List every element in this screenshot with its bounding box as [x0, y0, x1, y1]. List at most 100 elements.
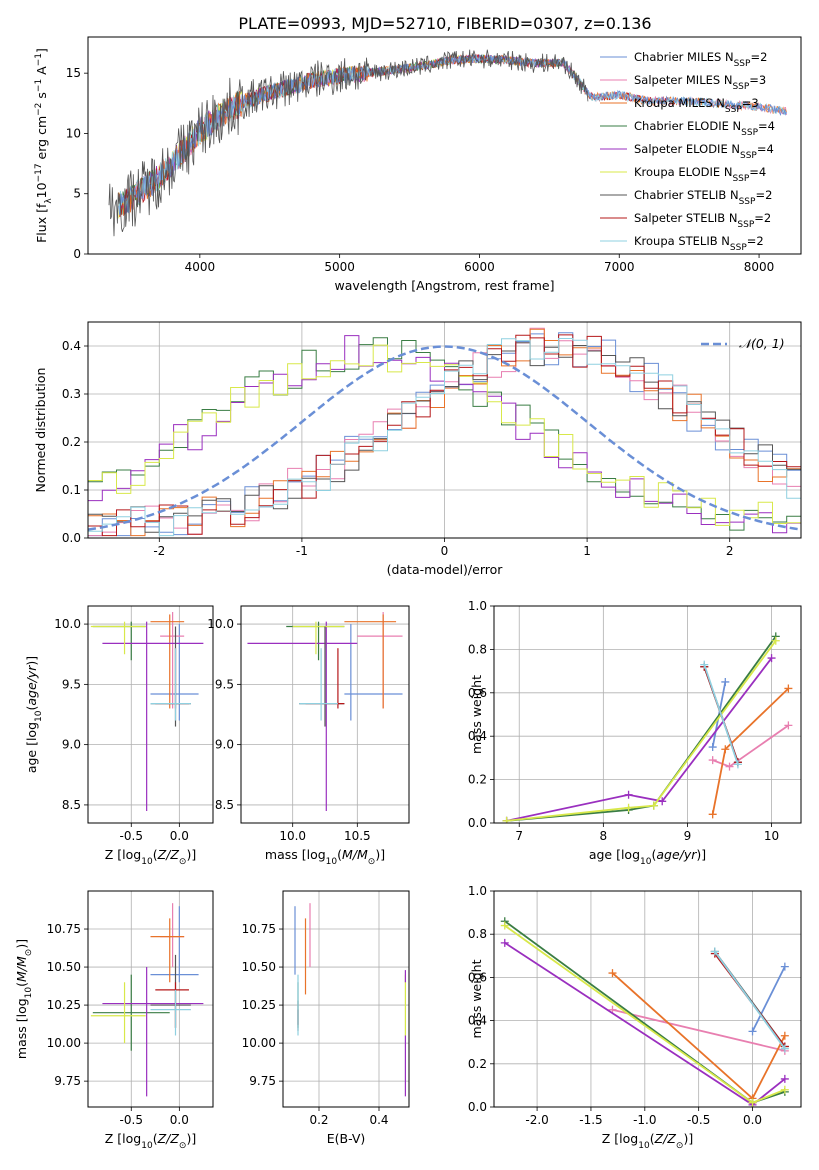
- x-tick-label: -0.5: [687, 1113, 710, 1127]
- x-tick-label: 9: [684, 829, 692, 843]
- x-tick-label: 2: [726, 544, 734, 558]
- y-tick-label: 0.8: [468, 642, 487, 656]
- panel-weight_vs_Z: -2.0 -1.5 -1.0 -0.5 0.0 0.0 0.2 0.4 0.6 0.8 1.0 Z […: [468, 884, 802, 1151]
- x-tick-label: 1: [583, 544, 591, 558]
- panel-residuals: -2 -1 0 1 2 0.0 0.1 0.2 0.3 0.4 (data-model)/error…: [33, 321, 802, 577]
- weight-marker: [658, 797, 667, 806]
- weight-marker: [708, 810, 717, 819]
- legend-entry: Chabrier STELIB NSSP=2: [634, 188, 772, 207]
- y-tick-label: 0.6: [468, 970, 487, 984]
- weight-marker: [500, 938, 509, 947]
- x-tick-label: 0.2: [309, 1113, 328, 1127]
- x-tick-label: 10: [764, 829, 779, 843]
- y-tick-label: 0.3: [62, 387, 81, 401]
- residual-histogram-2: [88, 328, 801, 537]
- axes-frame: [87, 890, 214, 1108]
- x-tick-label: -2.0: [525, 1113, 548, 1127]
- weight-line-1: [612, 1008, 786, 1052]
- weight-marker: [771, 636, 780, 645]
- weight-marker: [780, 1074, 789, 1083]
- legend-entry: Chabrier ELODIE NSSP=4: [634, 119, 775, 138]
- x-axis-label: (data-model)/error: [387, 562, 504, 577]
- y-tick-label: 9.75: [249, 1074, 276, 1088]
- x-axis-label: Z [log10(Z/Z⊙)]: [105, 847, 196, 867]
- weight-marker: [721, 745, 730, 754]
- y-tick-label: 0.2: [468, 1057, 487, 1071]
- y-tick-label: 10.75: [242, 922, 276, 936]
- axes-frame: [493, 605, 802, 824]
- panel-mass_vs_ebv: 0.2 0.4 9.75 10.00 10.25 10.50 10.75 E(B-V): [242, 890, 410, 1146]
- y-tick-label: 0.0: [62, 531, 81, 545]
- x-axis-label: age [log10(age/yr)]: [589, 847, 706, 867]
- y-tick-label: 8.5: [62, 798, 81, 812]
- x-tick-label: -1.5: [579, 1113, 602, 1127]
- spectrum-line-6: [108, 49, 589, 237]
- y-tick-label: 10.00: [47, 1036, 81, 1050]
- y-axis-label: Normed distribution: [33, 368, 48, 493]
- weight-line-3: [506, 635, 777, 822]
- weight-marker: [700, 660, 709, 669]
- y-tick-label: 9.5: [62, 677, 81, 691]
- weight-marker: [624, 803, 633, 812]
- axes-frame: [87, 36, 802, 255]
- axes-frame: [87, 605, 214, 824]
- weight-line-8: [703, 664, 739, 765]
- y-tick-label: 10.0: [54, 617, 81, 631]
- weight-marker: [748, 1098, 757, 1107]
- plot-area-age_vs_mass: [247, 612, 403, 811]
- legend-entry: Kroupa ELODIE NSSP=4: [634, 165, 766, 184]
- y-axis-label: mass weight: [469, 675, 484, 754]
- spectrum-line-7: [118, 54, 676, 216]
- x-axis-label: mass [log10(M/M⊙)]: [265, 847, 385, 867]
- weight-marker: [780, 1044, 789, 1053]
- normal-reference-curve: [88, 345, 801, 531]
- y-tick-label: 0.4: [468, 1014, 487, 1028]
- x-tick-label: -0.5: [120, 829, 143, 843]
- panel-spectrum: 4000 5000 6000 7000 8000 0 5 10 15 wavelength [An…: [34, 36, 802, 293]
- weight-marker: [502, 816, 511, 823]
- x-axis-label: wavelength [Angstrom, rest frame]: [334, 278, 554, 293]
- x-axis-label: Z [log10(Z/Z⊙)]: [105, 1131, 196, 1151]
- y-tick-label: 10.0: [207, 617, 234, 631]
- weight-marker: [733, 760, 742, 769]
- x-axis-label: E(B-V): [327, 1131, 366, 1146]
- weight-marker: [784, 721, 793, 730]
- y-tick-label: 10.50: [242, 960, 276, 974]
- x-tick-label: 10.0: [279, 829, 306, 843]
- x-tick-label: 0: [441, 544, 449, 558]
- spectrum-legend: Chabrier MILES NSSP=2 Salpeter MILES NSSP…: [600, 50, 775, 253]
- weight-marker: [710, 947, 719, 956]
- y-tick-label: 9.75: [54, 1074, 81, 1088]
- axes-frame: [87, 321, 802, 539]
- residual-histogram-5: [88, 344, 801, 526]
- y-tick-label: 9.5: [215, 677, 234, 691]
- weight-line-4: [506, 657, 773, 822]
- axes-frame: [282, 890, 410, 1108]
- y-tick-label: 10: [66, 126, 81, 140]
- weight-marker: [767, 654, 776, 663]
- axes-frame: [240, 605, 410, 824]
- x-tick-label: -0.5: [120, 1113, 143, 1127]
- plot-area-weight_vs_age: [502, 632, 793, 823]
- legend-entry: Salpeter STELIB NSSP=2: [634, 211, 771, 230]
- x-tick-label: 0.0: [743, 1113, 762, 1127]
- x-tick-label: 7000: [604, 260, 635, 274]
- x-tick-label: -2: [153, 544, 165, 558]
- y-tick-label: 8.5: [215, 798, 234, 812]
- weight-marker: [608, 969, 617, 978]
- plot-area-residuals: [88, 327, 801, 537]
- weight-marker: [725, 762, 734, 771]
- weight-marker: [784, 684, 793, 693]
- y-tick-label: 15: [66, 66, 81, 80]
- weight-marker: [780, 1085, 789, 1094]
- x-tick-label: 5000: [324, 260, 355, 274]
- plot-area-age_vs_Z: [90, 612, 204, 811]
- weight-marker: [500, 921, 509, 930]
- y-tick-label: 9.0: [215, 738, 234, 752]
- x-tick-label: 0.4: [369, 1113, 388, 1127]
- x-tick-label: 6000: [464, 260, 495, 274]
- y-tick-label: 0.1: [62, 483, 81, 497]
- x-tick-label: 10.5: [344, 829, 371, 843]
- panel-age_vs_Z: -0.5 0.0 8.5 9.0 9.5 10.0 Z [log10(Z/Z⊙)] age […: [24, 605, 214, 867]
